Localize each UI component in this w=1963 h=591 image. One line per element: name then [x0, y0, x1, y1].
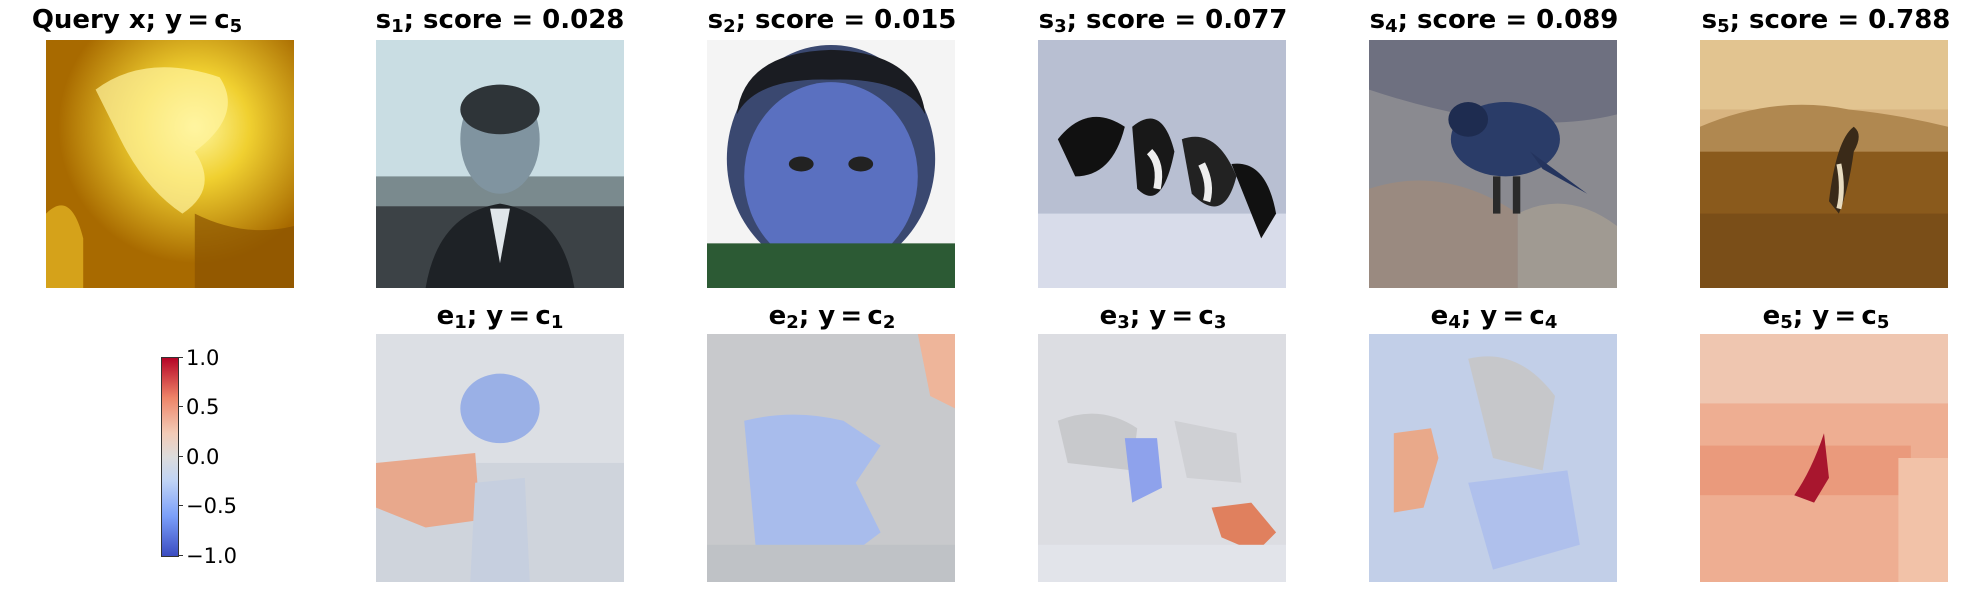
- sample-image-3: [1038, 40, 1286, 288]
- sample-title-4: s4; score = 0.089: [1369, 5, 1619, 37]
- colorbar-tick-mark: [178, 406, 183, 407]
- sample-image-5: [1700, 40, 1948, 288]
- colorbar-tick-label: −0.5: [186, 494, 237, 518]
- sample-image-1: [376, 40, 624, 288]
- explanation-map-2: [707, 334, 955, 582]
- colorbar-tick-mark: [178, 456, 183, 457]
- colorbar-tick-label: 0.5: [186, 395, 220, 419]
- colorbar: [161, 357, 179, 557]
- colorbar-tick-mark: [178, 505, 183, 506]
- colorbar-tick-mark: [178, 555, 183, 556]
- query-title: Query x; y = c5: [31, 5, 243, 37]
- sample-image-2: [707, 40, 955, 288]
- explanation-title-3: e3; y = c3: [1099, 301, 1227, 333]
- colorbar-tick-label: −1.0: [186, 544, 237, 568]
- sample-image-4: [1369, 40, 1617, 288]
- colorbar-tick-label: 0.0: [186, 445, 220, 469]
- explanation-title-4: e4; y = c4: [1430, 301, 1558, 333]
- colorbar-tick-label: 1.0: [186, 346, 220, 370]
- explanation-map-3: [1038, 334, 1286, 582]
- explanation-title-5: e5; y = c5: [1762, 301, 1890, 333]
- sample-title-5: s5; score = 0.788: [1701, 5, 1951, 37]
- explanation-title-2: e2; y = c2: [768, 301, 896, 333]
- sample-title-2: s2; score = 0.015: [707, 5, 957, 37]
- colorbar-tick-mark: [178, 357, 183, 358]
- query-image: [46, 40, 294, 288]
- sample-title-3: s3; score = 0.077: [1038, 5, 1288, 37]
- explanation-map-5: [1700, 334, 1948, 582]
- explanation-title-1: e1; y = c1: [436, 301, 564, 333]
- explanation-map-1: [376, 334, 624, 582]
- sample-title-1: s1; score = 0.028: [375, 5, 625, 37]
- explanation-map-4: [1369, 334, 1617, 582]
